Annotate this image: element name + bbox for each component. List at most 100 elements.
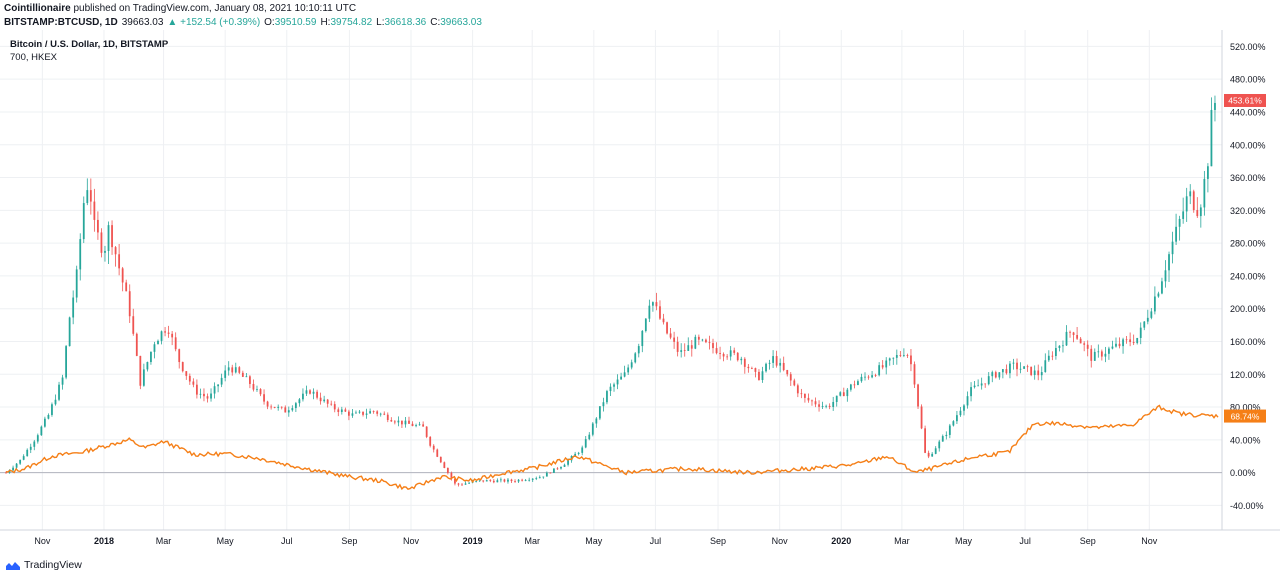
price-chart[interactable]: -40.00% 0.00% 40.00% 80.00% 120.00% 160.00% 20… (0, 30, 1280, 550)
y-tick-label: -40.00% (1230, 501, 1264, 511)
candle (659, 300, 661, 320)
candle (422, 421, 425, 427)
candle (1150, 308, 1153, 320)
candle (705, 338, 707, 344)
candle (195, 379, 198, 399)
candle (1118, 337, 1121, 349)
candle (107, 221, 110, 265)
candle (535, 476, 538, 481)
candle (146, 361, 149, 372)
candle (47, 413, 50, 420)
candle (132, 308, 135, 336)
last-price: 39663.03 (121, 17, 164, 28)
candle (213, 382, 216, 399)
legend-main-series[interactable]: Bitcoin / U.S. Dollar, 1D, BITSTAMP (10, 39, 169, 50)
candle (1005, 364, 1008, 375)
candle (485, 479, 488, 482)
candle (779, 358, 782, 373)
candle (609, 383, 612, 396)
candle (669, 327, 672, 340)
svg-text:453.61%: 453.61% (1228, 96, 1262, 106)
tradingview-footer[interactable]: TradingView (6, 559, 82, 571)
candle (383, 411, 386, 416)
candle (786, 369, 789, 377)
candle (715, 342, 718, 355)
candle (26, 448, 29, 457)
candle (514, 479, 516, 483)
y-tick-label: 200.00% (1230, 304, 1266, 314)
candle (256, 385, 258, 392)
publisher-line: Cointillionaire published on TradingView… (4, 2, 482, 16)
candle (1164, 260, 1167, 288)
price-axis[interactable]: -40.00% 0.00% 40.00% 80.00% 120.00% 160.00% 20… (1230, 42, 1266, 511)
y-tick-label: 520.00% (1230, 42, 1266, 52)
y-tick-label: 160.00% (1230, 337, 1266, 347)
candle (79, 233, 82, 281)
x-tick-label: Sep (710, 536, 726, 546)
candle (1033, 365, 1036, 380)
candle (595, 417, 598, 428)
candle (224, 365, 227, 382)
candle (761, 366, 764, 383)
legend-compare-series[interactable]: 700, HKEX (10, 52, 57, 63)
candle (167, 325, 170, 338)
candle (164, 327, 166, 337)
x-tick-label: 2019 (463, 536, 483, 546)
candle (602, 397, 605, 412)
candle (588, 432, 591, 441)
candle (1009, 361, 1011, 379)
x-tick-label: Jul (1019, 536, 1031, 546)
candle (574, 451, 577, 457)
x-tick-label: Sep (1080, 536, 1096, 546)
candle (86, 178, 89, 206)
candle (1001, 368, 1004, 379)
time-axis[interactable]: Nov 2018 Mar May Jul Sep Nov 2019 Mar May Jul Sep No… (34, 536, 1157, 546)
candle (634, 352, 637, 364)
publisher-name[interactable]: Cointillionaire (4, 3, 71, 14)
candle (355, 410, 357, 414)
candle (100, 228, 103, 258)
candle (206, 393, 209, 403)
candle (482, 480, 485, 483)
candle (860, 373, 863, 383)
candle (157, 339, 159, 345)
candle (966, 391, 969, 409)
candle (563, 463, 566, 467)
candle (796, 383, 799, 398)
candle (121, 266, 124, 292)
candle (521, 478, 524, 482)
candle (153, 341, 156, 359)
candle (500, 477, 502, 483)
low-label: L: (376, 17, 385, 28)
candle (181, 361, 184, 373)
candle (902, 348, 905, 358)
x-tick-label: May (955, 536, 973, 546)
y-tick-label: 240.00% (1230, 271, 1266, 281)
candle (531, 478, 534, 482)
candle (379, 412, 382, 417)
candle (846, 387, 849, 402)
candle (65, 345, 67, 380)
candle (941, 434, 944, 442)
hkex-last-value-label: 68.74% (1224, 409, 1266, 423)
candle (376, 410, 379, 417)
candle (591, 422, 594, 437)
candle (82, 196, 85, 244)
x-tick-label: Mar (156, 536, 172, 546)
candle (1044, 353, 1047, 373)
candle (436, 448, 439, 458)
open-label: O: (264, 17, 275, 28)
candle (750, 366, 753, 370)
candle (468, 481, 470, 485)
candle (963, 404, 965, 416)
candle (277, 404, 280, 411)
y-tick-label: 120.00% (1230, 370, 1266, 380)
candle (54, 394, 57, 406)
y-tick-label: 0.00% (1230, 468, 1256, 478)
candle (1111, 340, 1114, 350)
candle (302, 388, 304, 402)
candle (432, 444, 435, 453)
candle (89, 178, 92, 215)
candle (998, 372, 1001, 380)
candle (280, 406, 283, 410)
